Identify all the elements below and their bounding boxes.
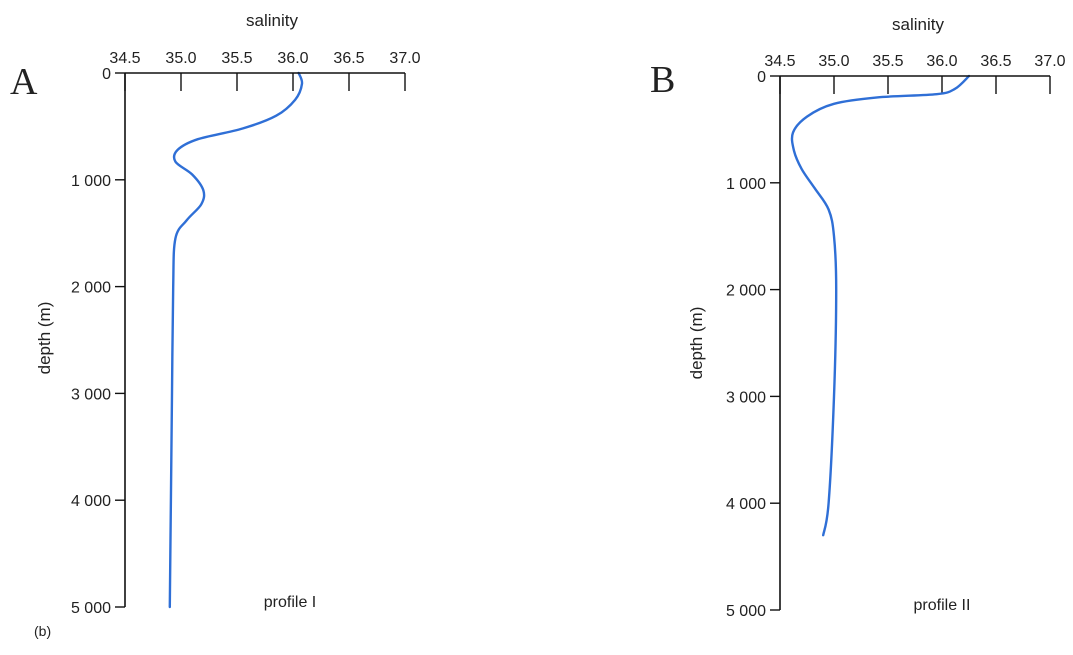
x-tick-label-a: 35.5 bbox=[221, 50, 252, 67]
x-axis-a: 34.5 35.0 35.5 36.0 36.5 37.0 bbox=[109, 50, 421, 91]
x-tick-label-a: 37.0 bbox=[389, 50, 420, 67]
y-tick-label-a: 4 000 bbox=[71, 493, 111, 510]
salinity-line-a bbox=[168, 71, 304, 609]
x-tick-label-b: 36.5 bbox=[980, 53, 1011, 70]
y-tick-label-b: 3 000 bbox=[726, 389, 766, 406]
profile-label-a: profile I bbox=[264, 594, 316, 611]
y-axis-title-a: depth (m) bbox=[35, 302, 54, 375]
x-tick-label-a: 36.0 bbox=[277, 50, 308, 67]
x-axis-title-a: salinity bbox=[246, 11, 298, 30]
x-tick-label-a: 35.0 bbox=[165, 50, 196, 67]
panel-label-b: B bbox=[650, 59, 675, 101]
x-tick-label-b: 35.5 bbox=[872, 53, 903, 70]
y-axis-title-b: depth (m) bbox=[687, 307, 706, 380]
y-tick-label-a: 1 000 bbox=[71, 173, 111, 190]
y-tick-label-b: 1 000 bbox=[726, 176, 766, 193]
x-tick-label-b: 34.5 bbox=[764, 53, 795, 70]
y-tick-label-b: 5 000 bbox=[726, 603, 766, 620]
x-tick-label-a: 34.5 bbox=[109, 50, 140, 67]
x-tick-label-b: 35.0 bbox=[818, 53, 849, 70]
y-tick-label-b: 4 000 bbox=[726, 496, 766, 513]
x-tick-label-a: 36.5 bbox=[333, 50, 364, 67]
y-tick-label-a: 5 000 bbox=[71, 600, 111, 617]
y-tick-label-a: 0 bbox=[102, 66, 111, 83]
y-tick-label-a: 2 000 bbox=[71, 280, 111, 297]
y-tick-label-b: 0 bbox=[757, 69, 766, 86]
y-axis-a: 0 1 000 2 000 3 000 4 000 5 000 bbox=[71, 66, 125, 617]
salinity-profile-chart-b: B salinity depth (m) 34.5 35.0 35.5 36.0 36.… bbox=[650, 15, 1066, 620]
x-axis-b: 34.5 35.0 35.5 36.0 36.5 37.0 bbox=[764, 53, 1066, 94]
x-axis-title-b: salinity bbox=[892, 15, 944, 34]
panel-label-a: A bbox=[10, 61, 38, 103]
y-axis-b: 0 1 000 2 000 3 000 4 000 5 000 bbox=[726, 69, 780, 620]
x-tick-label-b: 37.0 bbox=[1034, 53, 1065, 70]
salinity-profile-chart-a: A salinity depth (m) 34.5 35.0 35.5 36.0 36.… bbox=[10, 11, 421, 617]
y-tick-label-b: 2 000 bbox=[726, 283, 766, 300]
salinity-line-b bbox=[790, 74, 971, 537]
profile-label-b: profile II bbox=[914, 597, 971, 614]
x-tick-label-b: 36.0 bbox=[926, 53, 957, 70]
figure-sub-label: (b) bbox=[34, 623, 51, 639]
y-tick-label-a: 3 000 bbox=[71, 386, 111, 403]
